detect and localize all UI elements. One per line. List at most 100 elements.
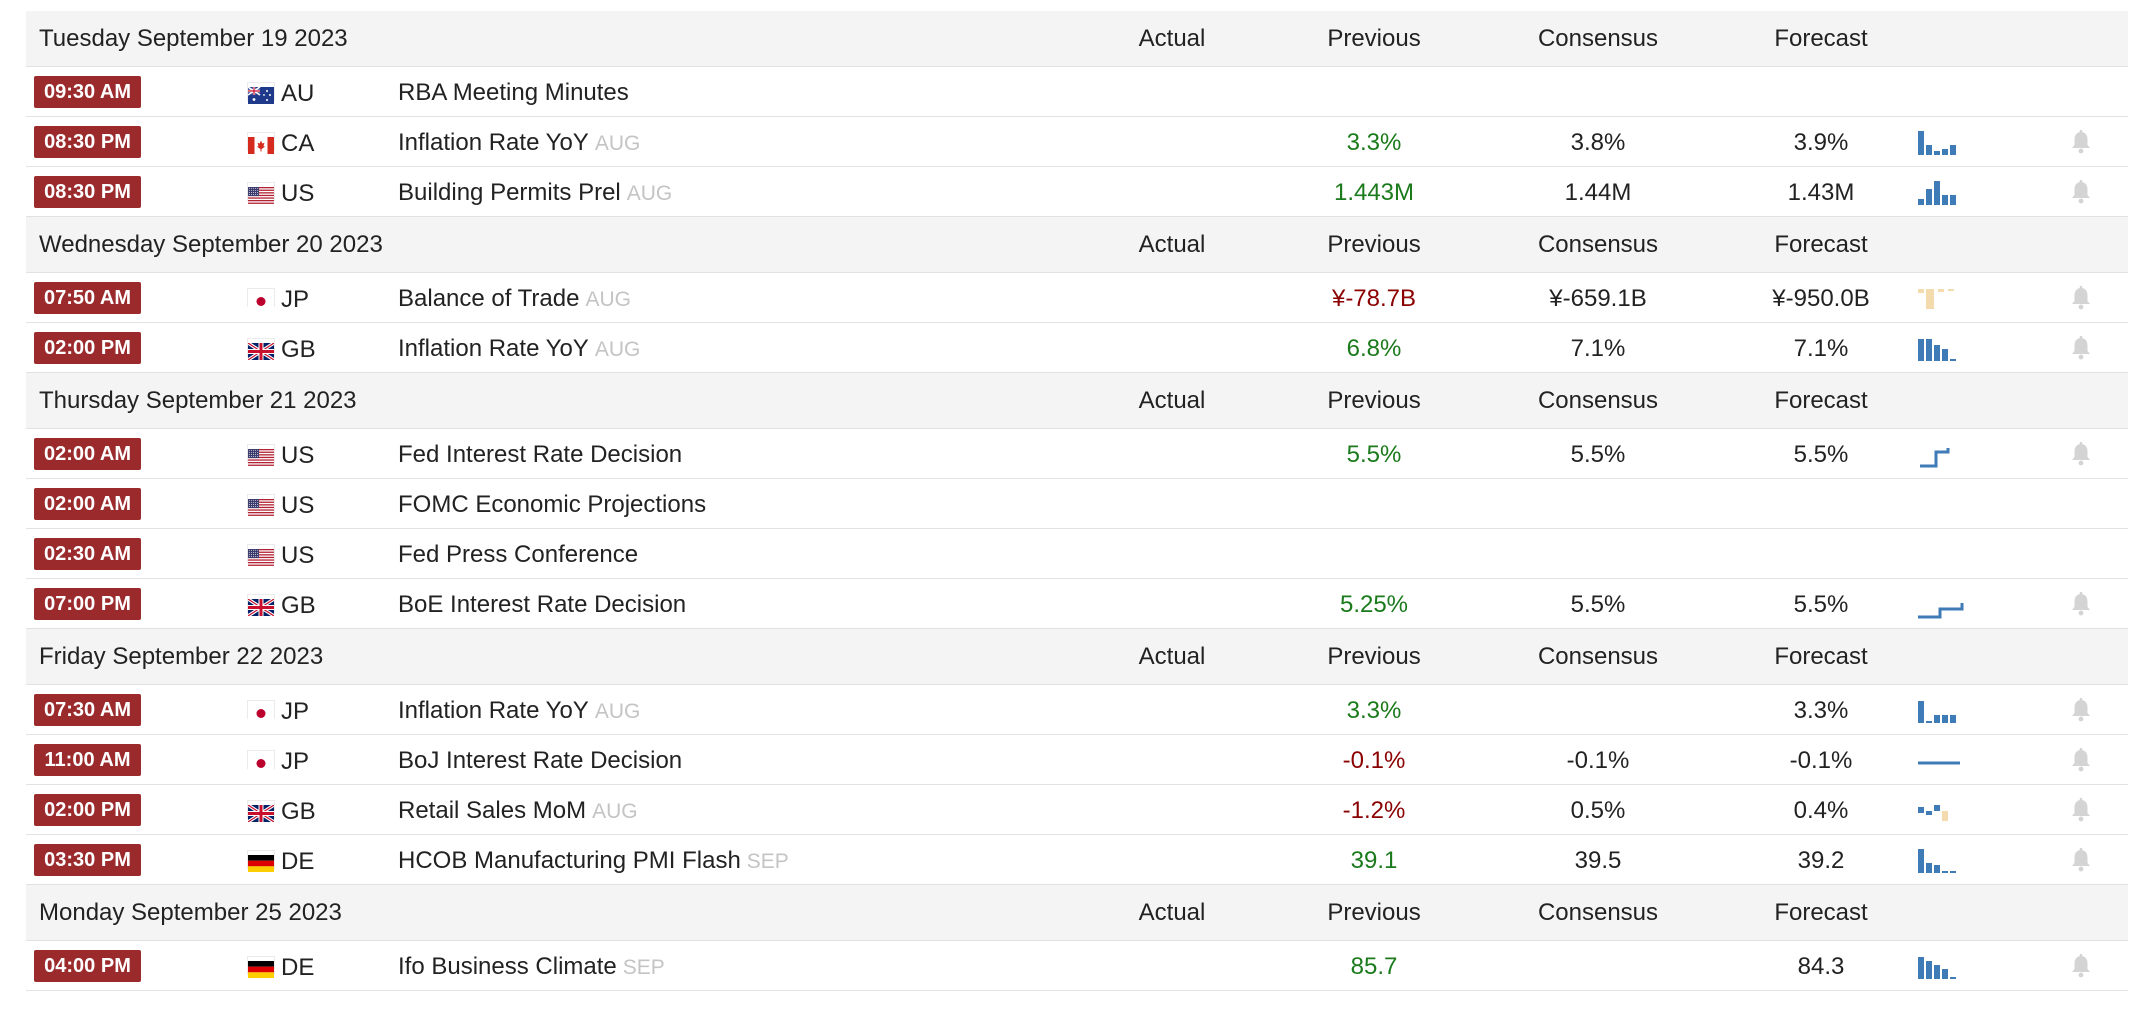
bell-icon[interactable] <box>2069 847 2093 873</box>
sparkline-chart[interactable] <box>1916 587 1966 621</box>
bell-icon[interactable] <box>2069 335 2093 361</box>
event-name-link[interactable]: Building Permits Prel AUG <box>398 179 672 207</box>
column-header-previous[interactable]: Previous <box>1327 25 1421 52</box>
event-row[interactable]: 02:00 PM GB Inflation Rate YoY AUG 6.8% 7.1% 7… <box>26 323 2128 373</box>
column-header-consensus[interactable]: Consensus <box>1537 25 1659 52</box>
event-name-link[interactable]: Fed Press Conference <box>398 541 638 569</box>
event-row[interactable]: 08:30 PM US Building Permits Prel AUG 1.443M… <box>26 167 2128 217</box>
event-name[interactable]: BoE Interest Rate Decision <box>398 591 687 618</box>
sparkline-chart[interactable] <box>1916 331 1966 365</box>
country-code[interactable]: US <box>281 180 315 207</box>
bell-icon[interactable] <box>2069 697 2093 723</box>
country-code[interactable]: CA <box>281 130 315 157</box>
country-code[interactable]: DE <box>281 848 315 875</box>
sparkline-chart[interactable] <box>1916 437 1966 471</box>
bell-icon[interactable] <box>2069 747 2093 773</box>
sparkline-chart[interactable] <box>1916 743 1966 777</box>
event-row[interactable]: 02:00 PM GB Retail Sales MoM AUG -1.2% 0.5% 0.… <box>26 785 2128 835</box>
event-name-link[interactable]: Retail Sales MoM AUG <box>398 797 638 825</box>
column-header-consensus[interactable]: Consensus <box>1537 899 1659 926</box>
event-name[interactable]: FOMC Economic Projections <box>398 491 707 518</box>
event-name[interactable]: Ifo Business Climate <box>398 953 617 980</box>
column-header-consensus[interactable]: Consensus <box>1537 643 1659 670</box>
column-header-forecast[interactable]: Forecast <box>1774 643 1868 670</box>
event-row[interactable]: 07:30 AM JP Inflation Rate YoY AUG 3.3% 3.3% <box>26 685 2128 735</box>
column-header-previous[interactable]: Previous <box>1327 231 1421 258</box>
column-header-previous[interactable]: Previous <box>1327 899 1421 926</box>
sparkline-chart[interactable] <box>1916 949 1966 983</box>
country-code[interactable]: US <box>281 442 315 469</box>
sparkline-chart[interactable] <box>1916 175 1966 209</box>
event-name[interactable]: Building Permits Prel <box>398 179 621 206</box>
event-name-link[interactable]: Fed Interest Rate Decision <box>398 441 682 469</box>
event-name-link[interactable]: HCOB Manufacturing PMI Flash SEP <box>398 847 789 875</box>
event-name-link[interactable]: Inflation Rate YoY AUG <box>398 697 640 725</box>
event-name[interactable]: BoJ Interest Rate Decision <box>398 747 683 774</box>
event-row[interactable]: 02:00 AM US Fed Interest Rate Decision 5.5%… <box>26 429 2128 479</box>
event-row[interactable]: 08:30 PM CA Inflation Rate YoY AUG 3.3% 3.8% 3… <box>26 117 2128 167</box>
column-header-forecast[interactable]: Forecast <box>1774 387 1868 414</box>
event-row[interactable]: 02:30 AM US Fed Press Conference <box>26 529 2128 579</box>
event-name[interactable]: Fed Press Conference <box>398 541 639 568</box>
event-name-link[interactable]: BoE Interest Rate Decision <box>398 591 686 619</box>
event-row[interactable]: 07:00 PM GB BoE Interest Rate Decision 5.25… <box>26 579 2128 629</box>
country-code[interactable]: US <box>281 492 315 519</box>
bell-icon[interactable] <box>2069 179 2093 205</box>
country-code[interactable]: JP <box>281 698 310 725</box>
bell-icon[interactable] <box>2069 591 2093 617</box>
event-row[interactable]: 03:30 PM DE HCOB Manufacturing PMI Flash SE… <box>26 835 2128 885</box>
bell-icon[interactable] <box>2069 441 2093 467</box>
column-header-consensus[interactable]: Consensus <box>1537 387 1659 414</box>
event-name[interactable]: Retail Sales MoM <box>398 797 587 824</box>
country-code[interactable]: GB <box>281 592 316 619</box>
column-header-actual[interactable]: Actual <box>1138 231 1206 258</box>
column-header-previous[interactable]: Previous <box>1327 387 1421 414</box>
event-name[interactable]: Fed Interest Rate Decision <box>398 441 683 468</box>
event-row[interactable]: 02:00 AM US FOMC Economic Projections <box>26 479 2128 529</box>
event-name[interactable]: Inflation Rate YoY <box>398 697 589 724</box>
event-row[interactable]: 07:50 AM JP Balance of Trade AUG ¥-78.7B ¥-65… <box>26 273 2128 323</box>
event-row[interactable]: 09:30 AM AU RBA Meeting Minutes <box>26 67 2128 117</box>
column-header-previous[interactable]: Previous <box>1327 643 1421 670</box>
country-code[interactable]: GB <box>281 798 316 825</box>
column-header-actual[interactable]: Actual <box>1138 25 1206 52</box>
event-name[interactable]: Balance of Trade <box>398 285 580 312</box>
sparkline-chart[interactable] <box>1916 843 1966 877</box>
country-code[interactable]: AU <box>281 80 315 107</box>
sparkline-chart[interactable] <box>1916 125 1966 159</box>
country-code[interactable]: JP <box>281 748 310 775</box>
sparkline-chart[interactable] <box>1916 693 1966 727</box>
event-name-link[interactable]: RBA Meeting Minutes <box>398 79 629 107</box>
event-name[interactable]: RBA Meeting Minutes <box>398 79 629 106</box>
column-header-consensus[interactable]: Consensus <box>1537 231 1659 258</box>
event-time-badge: 04:00 PM <box>34 950 141 982</box>
country-code[interactable]: US <box>281 542 315 569</box>
bell-icon[interactable] <box>2069 953 2093 979</box>
column-header-actual[interactable]: Actual <box>1138 387 1206 414</box>
event-name-link[interactable]: BoJ Interest Rate Decision <box>398 747 682 775</box>
column-header-forecast[interactable]: Forecast <box>1774 231 1868 258</box>
country-code[interactable]: JP <box>281 286 310 313</box>
country-code[interactable]: GB <box>281 336 316 363</box>
event-name-link[interactable]: Inflation Rate YoY AUG <box>398 129 640 157</box>
event-name[interactable]: Inflation Rate YoY <box>398 129 589 156</box>
event-name[interactable]: HCOB Manufacturing PMI Flash <box>398 847 741 874</box>
event-name-link[interactable]: Ifo Business Climate SEP <box>398 953 665 981</box>
bell-icon[interactable] <box>2069 285 2093 311</box>
column-header-actual[interactable]: Actual <box>1138 899 1206 926</box>
event-name-link[interactable]: Balance of Trade AUG <box>398 285 631 313</box>
bell-icon[interactable] <box>2069 129 2093 155</box>
column-header-forecast[interactable]: Forecast <box>1774 25 1868 52</box>
event-row[interactable]: 04:00 PM DE Ifo Business Climate SEP 85.7 84.… <box>26 941 2128 991</box>
bell-icon[interactable] <box>2069 797 2093 823</box>
column-header-forecast[interactable]: Forecast <box>1774 899 1868 926</box>
event-name[interactable]: Inflation Rate YoY <box>398 335 589 362</box>
country-code[interactable]: DE <box>281 954 315 981</box>
event-name-link[interactable]: Inflation Rate YoY AUG <box>398 335 640 363</box>
event-row[interactable]: 11:00 AM JP BoJ Interest Rate Decision -0.1… <box>26 735 2128 785</box>
column-header-actual[interactable]: Actual <box>1138 643 1206 670</box>
forecast-value: -0.1% <box>1789 747 1853 774</box>
sparkline-chart[interactable] <box>1916 793 1966 827</box>
sparkline-chart[interactable] <box>1916 281 1966 315</box>
event-name-link[interactable]: FOMC Economic Projections <box>398 491 706 519</box>
